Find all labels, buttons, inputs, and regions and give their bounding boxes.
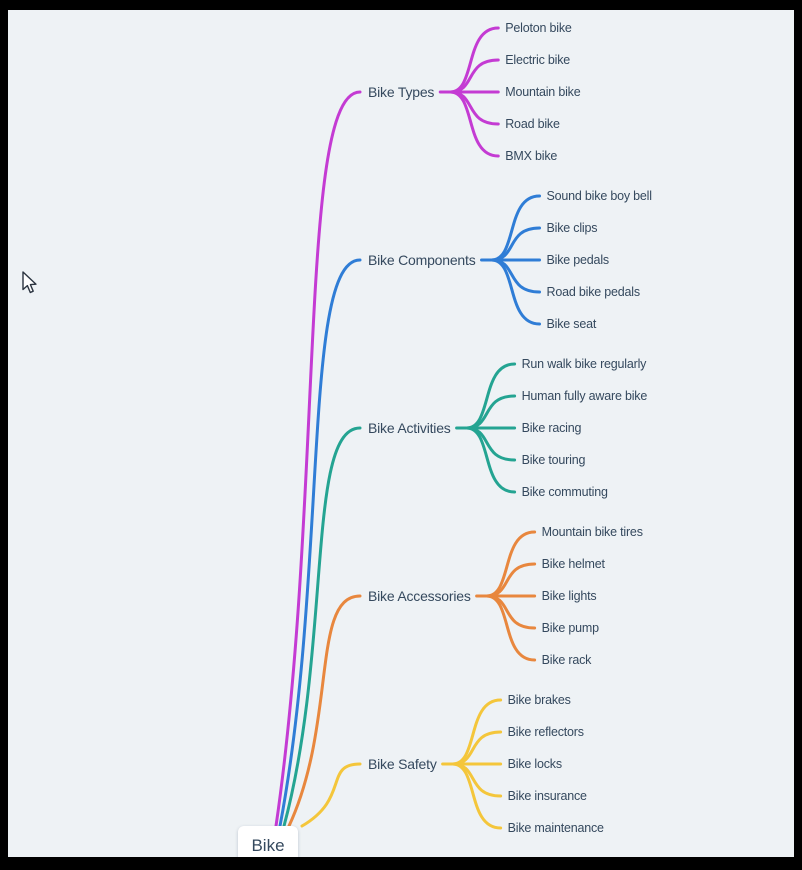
leaf-node-label[interactable]: Bike helmet (542, 557, 606, 571)
leaf-node-label[interactable]: Bike locks (508, 757, 562, 771)
leaf-node-label[interactable]: Bike pump (542, 621, 600, 635)
leaf-node-label[interactable]: Peloton bike (505, 21, 572, 35)
leaf-node-label[interactable]: BMX bike (505, 149, 557, 163)
root-branch-link (278, 258, 362, 828)
leaf-node-label[interactable]: Bike seat (547, 317, 598, 331)
leaf-link (465, 426, 517, 494)
branch-node-label[interactable]: Bike Safety (368, 756, 437, 772)
leaf-node-label[interactable]: Bike rack (542, 653, 593, 667)
leaf-node-label[interactable]: Mountain bike (505, 85, 581, 99)
branch-node-label[interactable]: Bike Components (368, 252, 476, 268)
leaf-node-label[interactable]: Run walk bike regularly (522, 357, 648, 371)
leaf-link (490, 258, 542, 326)
branch-node-label[interactable]: Bike Types (368, 84, 435, 100)
leaf-node-label[interactable]: Sound bike boy bell (547, 189, 653, 203)
leaf-node-label[interactable]: Electric bike (505, 53, 570, 67)
root-branch-link (282, 426, 362, 828)
leaf-node-label[interactable]: Bike clips (547, 221, 598, 235)
leaf-node-label[interactable]: Bike lights (542, 589, 597, 603)
leaf-link (485, 594, 537, 630)
mindmap-canvas[interactable]: Bike Types Peloton bike Electric bike Mount… (8, 10, 794, 857)
leaf-link (451, 730, 503, 766)
leaf-link (485, 594, 537, 662)
leaf-node-label[interactable]: Bike insurance (508, 789, 588, 803)
leaf-node-label[interactable]: Bike reflectors (508, 725, 584, 739)
leaf-link (451, 762, 503, 830)
leaf-node-label[interactable]: Bike maintenance (508, 821, 605, 835)
leaf-node-label[interactable]: Human fully aware bike (522, 389, 648, 403)
leaf-link (465, 394, 517, 430)
leaf-node-label[interactable]: Road bike (505, 117, 560, 131)
mindmap-diagram: Bike Types Peloton bike Electric bike Mount… (274, 21, 653, 857)
leaf-node-label[interactable]: Bike brakes (508, 693, 571, 707)
leaf-link (490, 258, 542, 294)
leaf-node-label[interactable]: Bike commuting (522, 485, 609, 499)
leaf-link (451, 762, 503, 798)
leaf-link (448, 58, 500, 94)
root-node-label: Bike (251, 836, 285, 855)
root-branch-link (274, 90, 362, 828)
leaf-node-label[interactable]: Mountain bike tires (542, 525, 643, 539)
leaf-link (485, 562, 537, 598)
leaf-node-label[interactable]: Road bike pedals (547, 285, 641, 299)
leaf-link (448, 90, 500, 158)
root-branch-link (287, 594, 362, 828)
leaf-link (465, 426, 517, 462)
leaf-node-label[interactable]: Bike pedals (547, 253, 610, 267)
branch-node-label[interactable]: Bike Activities (368, 420, 451, 436)
mouse-cursor-icon (22, 271, 37, 294)
leaf-node-label[interactable]: Bike touring (522, 453, 586, 467)
leaf-link (448, 90, 500, 126)
leaf-node-label[interactable]: Bike racing (522, 421, 582, 435)
leaf-link (490, 226, 542, 262)
root-branch-link (300, 762, 362, 828)
branch-node-label[interactable]: Bike Accessories (368, 588, 471, 604)
root-node[interactable]: Bike (238, 826, 298, 857)
